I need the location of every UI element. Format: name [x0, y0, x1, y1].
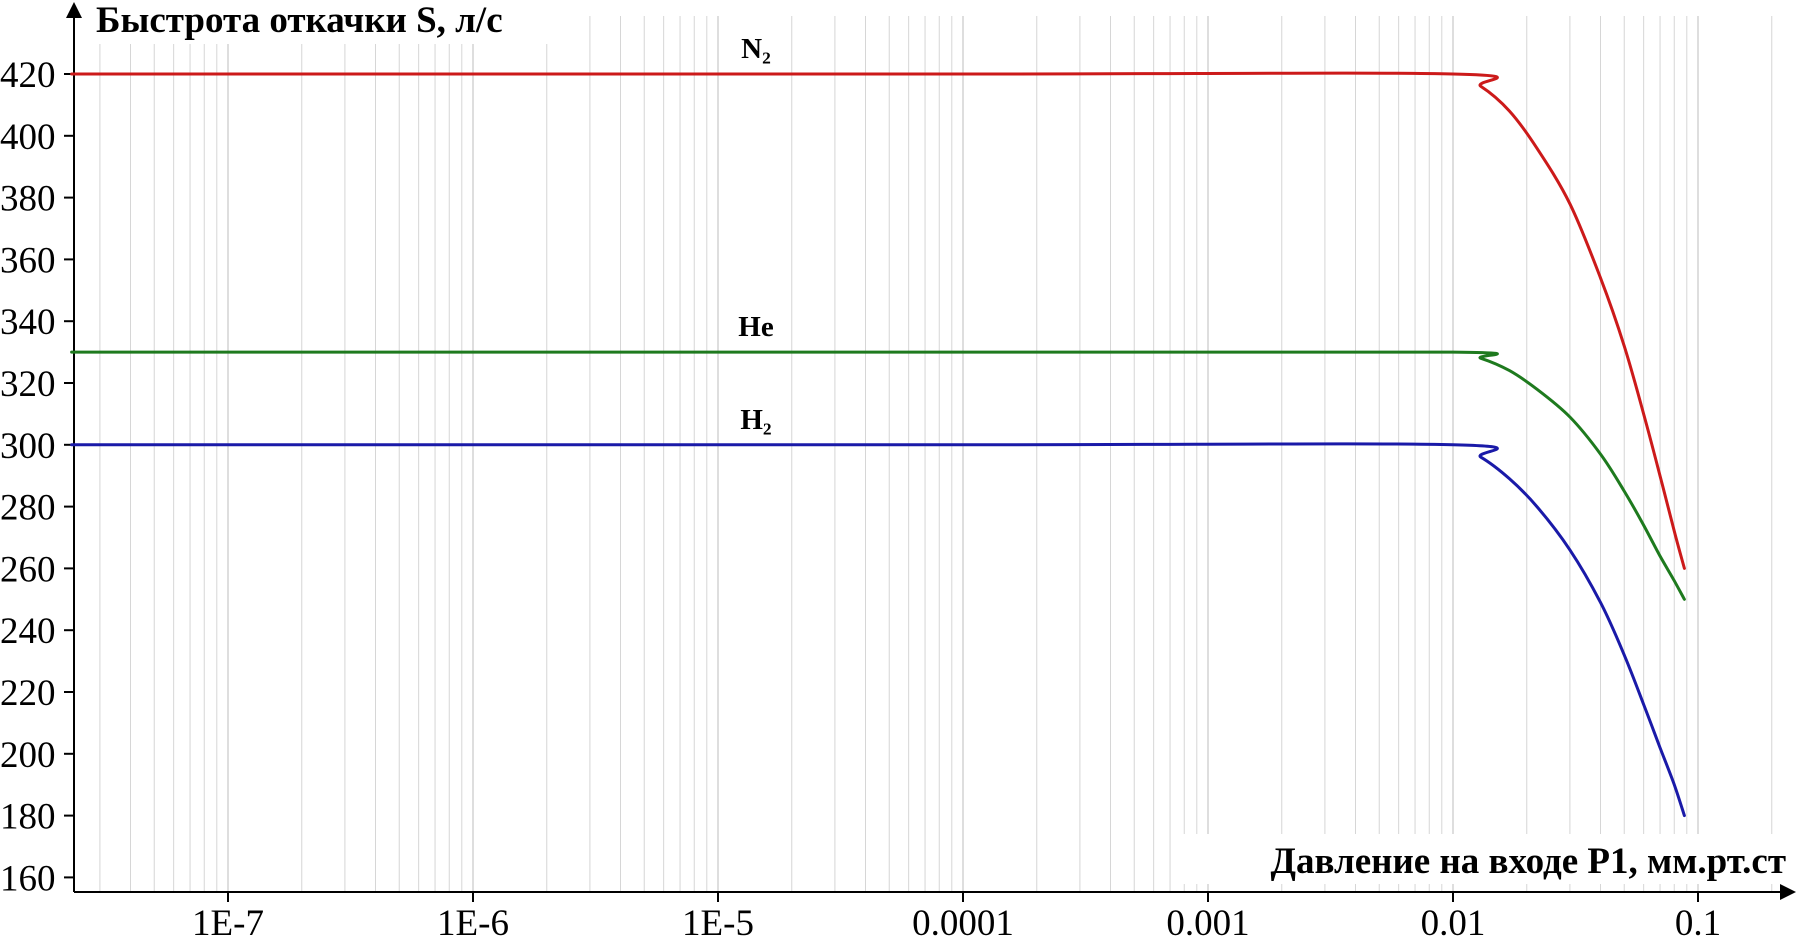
series-label-1: He [738, 311, 774, 343]
labels-layer: Быстрота откачки S, л/с Давление на вход… [94, 0, 1790, 884]
y-axis-arrow [66, 2, 82, 18]
y-tick-label: 200 [0, 735, 56, 776]
y-tick-label: 260 [0, 549, 56, 590]
x-tick-label: 0.001 [1166, 903, 1249, 943]
y-tick-label: 180 [0, 797, 56, 838]
ticks-layer: 160 180 200 220 240 260 280 300 320 340 360 380 400 4… [0, 55, 1721, 944]
x-axis-title: Давление на входе P1, мм.рт.ст [1271, 841, 1787, 882]
y-tick-label: 300 [0, 426, 56, 467]
x-tick-label: 1E-7 [192, 903, 264, 943]
x-tick-label: 0.01 [1421, 903, 1486, 943]
x-tick-label: 1E-5 [682, 903, 754, 943]
y-tick-label: 280 [0, 488, 56, 529]
axis-layer [66, 2, 1796, 900]
y-tick-label: 340 [0, 302, 56, 343]
y-tick-label: 220 [0, 673, 56, 714]
y-tick-label: 380 [0, 179, 56, 220]
series-layer: N₂ He H₂ [70, 33, 1686, 818]
series-line-1 [70, 350, 1686, 601]
y-tick-label: 160 [0, 858, 56, 899]
y-tick-label: 420 [0, 55, 56, 96]
series-line-2 [70, 442, 1686, 818]
series-label-0: N₂ [741, 33, 771, 65]
y-tick-label: 400 [0, 117, 56, 158]
grid-layer [99, 16, 1773, 892]
x-axis-arrow [1780, 884, 1796, 900]
x-axis-title-bg [1176, 834, 1790, 884]
x-tick-label: 0.0001 [912, 903, 1014, 943]
x-tick-label: 0.1 [1675, 903, 1721, 943]
series-label-2: H₂ [740, 404, 771, 436]
y-tick-label: 320 [0, 364, 56, 405]
y-tick-label: 360 [0, 240, 56, 281]
y-axis-title-bg [94, 0, 584, 44]
y-axis-title: Быстрота откачки S, л/с [96, 0, 503, 41]
x-tick-label: 1E-6 [437, 903, 509, 943]
y-tick-label: 240 [0, 611, 56, 652]
series-line-0 [70, 71, 1686, 570]
